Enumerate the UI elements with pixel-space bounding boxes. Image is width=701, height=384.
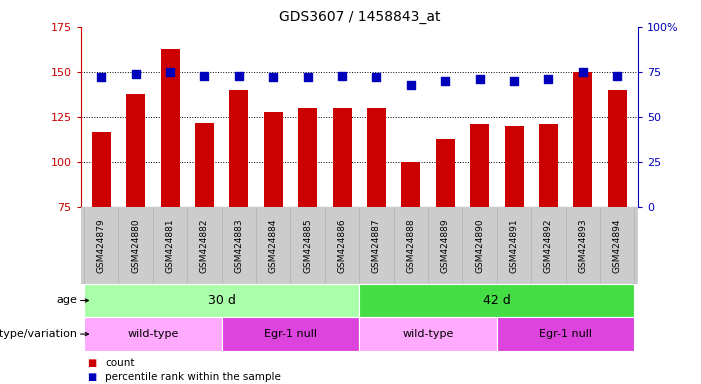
- Point: [371, 74, 382, 81]
- Text: GSM424892: GSM424892: [544, 218, 553, 273]
- Text: GSM424885: GSM424885: [303, 218, 312, 273]
- Bar: [161, 48, 179, 207]
- Text: GSM424883: GSM424883: [234, 218, 243, 273]
- Text: wild-type: wild-type: [127, 329, 179, 339]
- Text: GSM424887: GSM424887: [372, 218, 381, 273]
- Title: GDS3607 / 1458843_at: GDS3607 / 1458843_at: [278, 10, 440, 25]
- Bar: [229, 90, 248, 207]
- Text: count: count: [105, 358, 135, 368]
- Text: 30 d: 30 d: [207, 294, 236, 307]
- Point: [336, 73, 348, 79]
- Bar: [573, 72, 592, 207]
- Text: wild-type: wild-type: [402, 329, 454, 339]
- Text: GSM424882: GSM424882: [200, 218, 209, 273]
- Text: GSM424894: GSM424894: [613, 218, 622, 273]
- Bar: [195, 122, 214, 207]
- Point: [95, 74, 107, 81]
- Bar: [470, 124, 489, 207]
- Point: [199, 73, 210, 79]
- Text: GSM424884: GSM424884: [268, 218, 278, 273]
- Bar: [436, 139, 455, 207]
- Bar: [402, 162, 421, 207]
- Bar: [539, 124, 558, 207]
- Text: GSM424889: GSM424889: [441, 218, 450, 273]
- Text: GSM424886: GSM424886: [338, 218, 346, 273]
- Bar: [332, 108, 351, 207]
- Text: GSM424893: GSM424893: [578, 218, 587, 273]
- Point: [612, 73, 623, 79]
- Bar: [264, 112, 283, 207]
- Text: GSM424881: GSM424881: [165, 218, 175, 273]
- Text: GSM424879: GSM424879: [97, 218, 106, 273]
- Text: GSM424891: GSM424891: [510, 218, 519, 273]
- Text: GSM424890: GSM424890: [475, 218, 484, 273]
- Bar: [608, 90, 627, 207]
- Point: [302, 74, 313, 81]
- Text: GSM424888: GSM424888: [407, 218, 416, 273]
- Point: [474, 76, 485, 82]
- Bar: [92, 132, 111, 207]
- Text: percentile rank within the sample: percentile rank within the sample: [105, 372, 281, 382]
- Bar: [298, 108, 317, 207]
- Point: [233, 73, 245, 79]
- Point: [130, 71, 142, 77]
- Point: [405, 81, 416, 88]
- Text: age: age: [56, 295, 77, 306]
- Point: [440, 78, 451, 84]
- Point: [508, 78, 519, 84]
- Point: [577, 69, 588, 75]
- Text: genotype/variation: genotype/variation: [0, 329, 77, 339]
- Bar: [126, 94, 145, 207]
- Bar: [505, 126, 524, 207]
- Text: ■: ■: [88, 372, 97, 382]
- Point: [268, 74, 279, 81]
- Text: 42 d: 42 d: [483, 294, 511, 307]
- Text: GSM424880: GSM424880: [131, 218, 140, 273]
- Text: ■: ■: [88, 358, 97, 368]
- Point: [165, 69, 176, 75]
- Bar: [367, 108, 386, 207]
- Text: Egr-1 null: Egr-1 null: [264, 329, 317, 339]
- Text: Egr-1 null: Egr-1 null: [539, 329, 592, 339]
- Point: [543, 76, 554, 82]
